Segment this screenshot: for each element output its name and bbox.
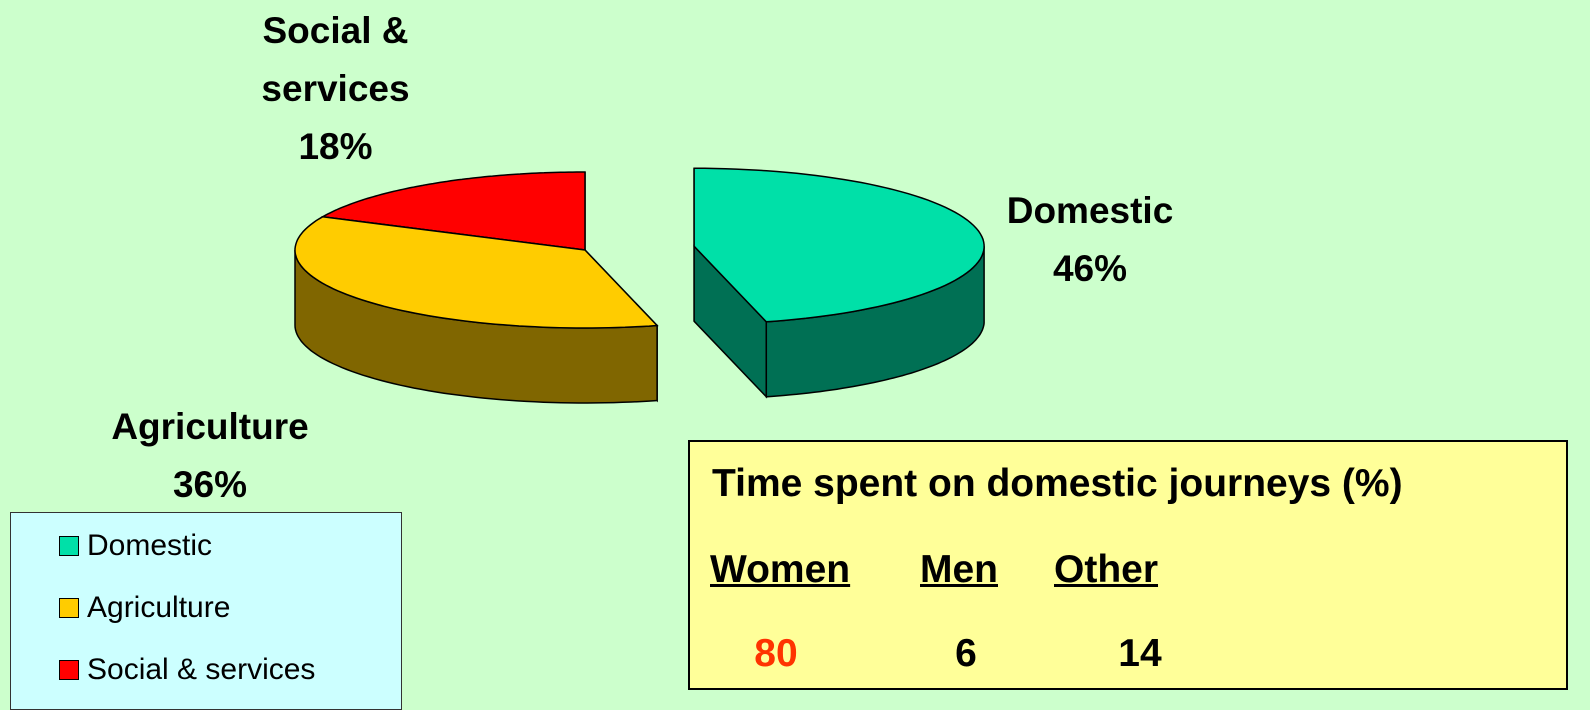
slice-label: Social & services 18%: [203, 2, 468, 176]
slice: [294, 216, 659, 329]
legend-label: Domestic: [87, 529, 213, 562]
slice-label: Agriculture 36%: [80, 398, 340, 514]
slice-label: Domestic 46%: [960, 182, 1220, 298]
slice-category: Domestic: [1006, 190, 1174, 231]
legend-entry: Agriculture: [59, 591, 230, 625]
legend-entry: Social & services: [59, 653, 315, 687]
legend-swatch: [59, 536, 79, 556]
column-header: Other: [1054, 548, 1159, 591]
column-header: Men: [920, 548, 998, 591]
column-value: 14: [1118, 632, 1162, 675]
slice-value: 18%: [298, 126, 373, 167]
slice: [693, 167, 985, 323]
legend-swatch: [59, 660, 79, 680]
legend: Domestic Agriculture Social & services: [10, 512, 402, 710]
slice-category: Social & services: [261, 10, 410, 109]
legend-label: Social & services: [87, 653, 316, 686]
slice: [320, 171, 586, 251]
info-box: Time spent on domestic journeys (%) Wome…: [688, 440, 1568, 690]
slice-value: 36%: [172, 464, 248, 505]
legend-label: Agriculture: [87, 591, 231, 624]
column-value: 80: [754, 632, 798, 675]
legend-entry: Domestic: [59, 529, 212, 563]
column-value: 6: [955, 632, 977, 675]
legend-swatch: [59, 598, 79, 618]
slice-category: Agriculture: [111, 406, 309, 447]
column-header: Women: [710, 548, 851, 591]
info-title: Time spent on domestic journeys (%): [712, 462, 1403, 505]
slice-value: 46%: [1052, 248, 1128, 289]
